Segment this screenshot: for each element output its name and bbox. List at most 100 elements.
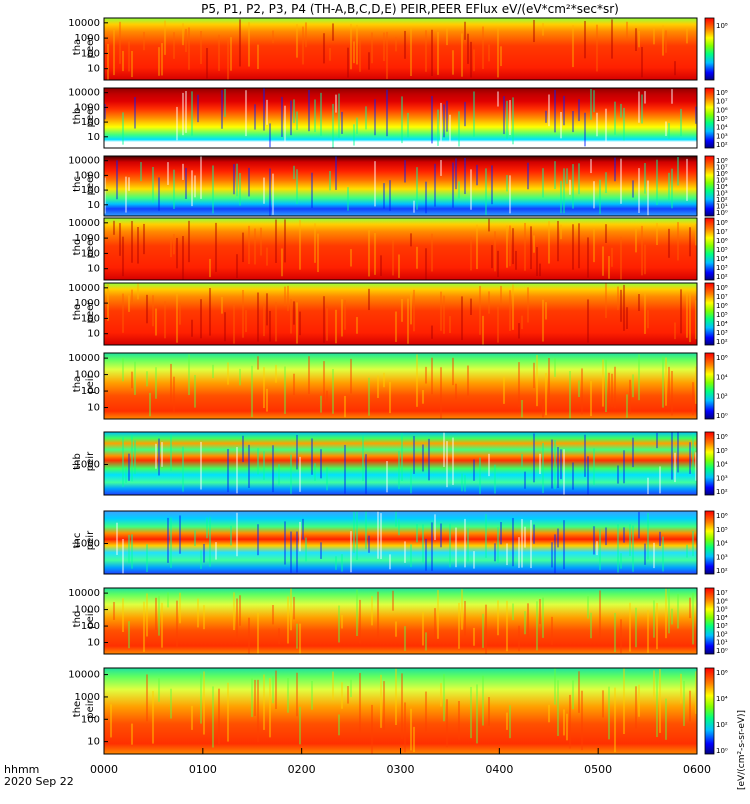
- spectrogram-image: [104, 668, 697, 754]
- colorbar-tick-label: 10⁵: [716, 311, 728, 319]
- colorbar-tick-label: 10²: [716, 630, 728, 638]
- panel-ylabel-species: peir: [85, 451, 96, 471]
- spectrogram-texture: [113, 588, 694, 654]
- colorbar-tick-label: 10²: [716, 488, 728, 496]
- colorbar-tick-label: 10²: [716, 393, 728, 401]
- spectrogram-image: [104, 18, 697, 80]
- colorbar-tick-label: 10²: [716, 338, 728, 346]
- colorbar-tick-label: 10⁶: [716, 597, 728, 605]
- x-tick-label: 0000: [90, 763, 118, 776]
- panel-frame: [103, 217, 698, 281]
- panel-ylabel-probe: thc: [72, 176, 83, 192]
- x-tick-label: 0100: [189, 763, 217, 776]
- spectrogram-panel-thd-peer: thd peer 10 100 1000 10000 10²10³10⁴10⁵10⁶10⁷1…: [68, 217, 728, 281]
- y-tick-label: 10000: [68, 670, 100, 681]
- y-tick-label: 100: [81, 248, 100, 259]
- colorbar-tick-label: 10³: [716, 553, 728, 561]
- panel-frame: [103, 87, 698, 149]
- panel-ylabel-species: peer: [85, 172, 96, 196]
- y-tick-label: 1000: [75, 370, 100, 381]
- y-tick-label: 10: [87, 737, 100, 748]
- colorbar: [704, 667, 715, 755]
- panel-frame: [103, 155, 698, 217]
- spectrogram-panel-tha-peir: tha peir 10 100 1000 10000 10⁰ 10² 10⁴ 10⁶: [68, 352, 728, 420]
- colorbar-tick-label: 10³: [716, 132, 728, 140]
- spectrogram-texture: [104, 88, 697, 148]
- spectrogram-panel-thc-peer: thc peer1010010001000010⁰10¹10²10³10⁴10⁵1…: [68, 155, 728, 217]
- colorbar-tick-label: 10⁴: [716, 255, 728, 263]
- colorbar-tick-label: 10⁵: [716, 447, 728, 455]
- panel-frame: [103, 17, 698, 81]
- colorbar-tick-label: 10⁵: [716, 606, 728, 614]
- x-tick-label: 0500: [584, 763, 612, 776]
- y-tick-label: 1000: [75, 460, 100, 471]
- colorbar-tick-label: 10¹: [716, 203, 728, 211]
- colorbar-tick-label: 10⁴: [716, 614, 728, 622]
- colorbar: [704, 282, 715, 346]
- colorbar-tick-label: 10⁴: [716, 183, 728, 191]
- colorbar-tick-label: 10⁶: [716, 106, 728, 114]
- y-tick-label: 100: [81, 714, 100, 725]
- colorbar-tick-label: 10⁴: [716, 461, 728, 469]
- y-tick-label: 10: [87, 403, 100, 414]
- colorbar-tick-label: 10⁰: [716, 209, 728, 217]
- colorbar-unit-label: [eV/(cm²-s-sr-eV)]: [737, 710, 747, 790]
- x-tick-label: 0300: [387, 763, 415, 776]
- colorbar-tick-label: 10⁰: [716, 747, 728, 755]
- colorbar: [704, 352, 715, 420]
- colorbar: [704, 155, 715, 217]
- colorbar-tick-label: 10⁷: [716, 589, 728, 597]
- spectrogram-texture: [113, 218, 697, 280]
- panel-ylabel-probe: the: [72, 304, 83, 320]
- y-tick-label: 100: [81, 313, 100, 324]
- panel-ylabel-species: peer: [85, 235, 96, 259]
- colorbar-tick-label: 10⁵: [716, 177, 728, 185]
- panel-frame: [103, 587, 698, 655]
- panel-frame: [103, 352, 698, 420]
- panel-ylabel-species: peer: [85, 104, 96, 128]
- y-tick-label: 10000: [68, 18, 100, 29]
- colorbar-tick-label: 10⁸: [716, 22, 728, 30]
- colorbar-tick-label: 10³: [716, 474, 728, 482]
- panel-ylabel-probe: thb: [72, 108, 83, 125]
- figure-title: P5, P1, P2, P3, P4 (TH-A,B,C,D,E) PEIR,P…: [201, 2, 619, 16]
- spectrogram-image: [104, 218, 697, 280]
- panel-ylabel-species: peir: [85, 530, 96, 550]
- spectrogram-panel-thd-peir: thd peir1010010001000010⁰10¹10²10³10⁴10⁵1…: [68, 587, 728, 655]
- spectrogram-image: [104, 353, 697, 419]
- y-tick-label: 10: [87, 329, 100, 340]
- panel-frame: [103, 431, 698, 496]
- panel-frame: [103, 510, 698, 575]
- colorbar-tick-label: 10⁶: [716, 354, 728, 362]
- y-tick-label: 1000: [75, 692, 100, 703]
- y-tick-label: 1000: [75, 539, 100, 550]
- y-tick-label: 10: [87, 264, 100, 275]
- panel-ylabel-probe: thd: [72, 611, 83, 628]
- colorbar-tick-label: 10⁶: [716, 433, 728, 441]
- panel-ylabel-species: peer: [85, 300, 96, 324]
- panel-ylabel-species: peir: [85, 373, 96, 393]
- colorbar-tick-label: 10³: [716, 329, 728, 337]
- panel-ylabel-species: peir: [85, 698, 96, 718]
- colorbar-tick-label: 10⁶: [716, 170, 728, 178]
- panel-ylabel-species: peir: [85, 608, 96, 628]
- colorbar-tick-label: 10¹: [716, 639, 728, 647]
- colorbar-tick-label: 10²: [716, 141, 728, 149]
- colorbar-tick-label: 10²: [716, 273, 728, 281]
- spectrogram-panel-tha-peer: tha peer 10 100 1000 10000 10⁸: [68, 17, 728, 81]
- colorbar-tick-label: 10⁴: [716, 540, 728, 548]
- y-tick-label: 1000: [75, 233, 100, 244]
- y-tick-label: 1000: [75, 605, 100, 616]
- y-tick-label: 100: [81, 386, 100, 397]
- colorbar-tick-label: 10⁰: [716, 647, 728, 655]
- y-tick-label: 1000: [75, 298, 100, 309]
- colorbar-tick-label: 10²: [716, 196, 728, 204]
- colorbar-tick-label: 10⁸: [716, 219, 728, 227]
- y-tick-label: 100: [81, 621, 100, 632]
- spectrogram-texture: [122, 432, 697, 495]
- spectrogram-panel-the-peir: the peir 10 100 1000 10000 10⁰ 10² 10⁴ 10⁶: [68, 667, 728, 755]
